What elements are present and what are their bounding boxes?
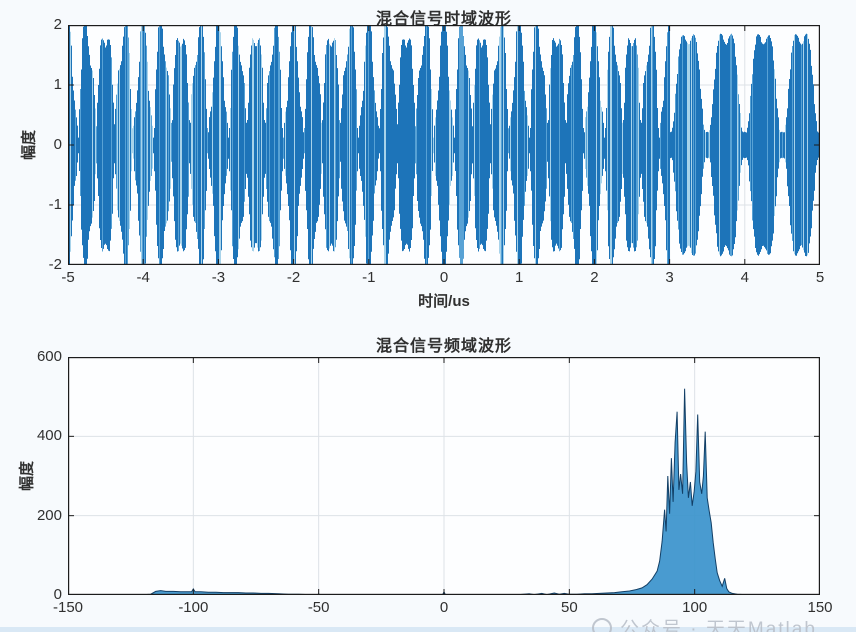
y-tick-label-2: 2 (53, 16, 62, 33)
y-tick-label-0: 0 (53, 136, 62, 153)
x-tick-label-150: 150 (807, 599, 833, 616)
time-domain-xlabel: 时间/us (418, 293, 470, 310)
y-tick-label-200: 200 (36, 506, 62, 524)
x-tick-label-50: 50 (560, 599, 578, 616)
watermark-logo-icon (592, 617, 612, 632)
x-tick-label-0: 0 (439, 599, 449, 616)
y-tick-label-1: 1 (53, 76, 62, 93)
y-tick-label-0: 0 (53, 586, 62, 603)
y-tick-label-400: 400 (36, 427, 62, 445)
y-tick-label--1: -1 (48, 196, 62, 213)
x-tick-label-5: 5 (815, 269, 825, 286)
x-tick-label-1: 1 (515, 269, 524, 286)
x-tick-label-2: 2 (590, 269, 599, 286)
watermark-text: 公众号 · 天天Matlab (620, 619, 817, 632)
time-domain-plot (68, 25, 820, 265)
y-tick-label--2: -2 (48, 256, 62, 273)
waveform-trace-mid (75, 25, 802, 265)
x-tick-label--3: -3 (211, 269, 226, 286)
page-bottom-strip (0, 627, 856, 632)
x-tick-label--2: -2 (286, 269, 301, 286)
x-tick-label--100: -100 (178, 599, 209, 616)
y-tick-label-600: 600 (36, 348, 62, 365)
frequency-domain-plot (68, 357, 820, 595)
x-tick-label--4: -4 (136, 269, 150, 286)
x-tick-label-100: 100 (682, 599, 708, 616)
x-tick-label--5: -5 (61, 269, 75, 286)
x-tick-label--1: -1 (362, 269, 376, 286)
x-tick-label--50: -50 (307, 599, 330, 616)
watermark: 公众号 · 天天Matlab (592, 614, 817, 632)
x-tick-label--150: -150 (52, 599, 84, 616)
frequency-domain-ylabel: 幅度 (18, 460, 36, 492)
time-domain-title: 混合信号时域波形 (375, 11, 512, 28)
x-tick-label-4: 4 (740, 269, 749, 286)
frequency-domain-title: 混合信号频域波形 (375, 338, 512, 355)
x-tick-label-0: 0 (439, 269, 449, 286)
spectrum-trace (68, 388, 820, 595)
x-tick-label-3: 3 (665, 269, 674, 286)
